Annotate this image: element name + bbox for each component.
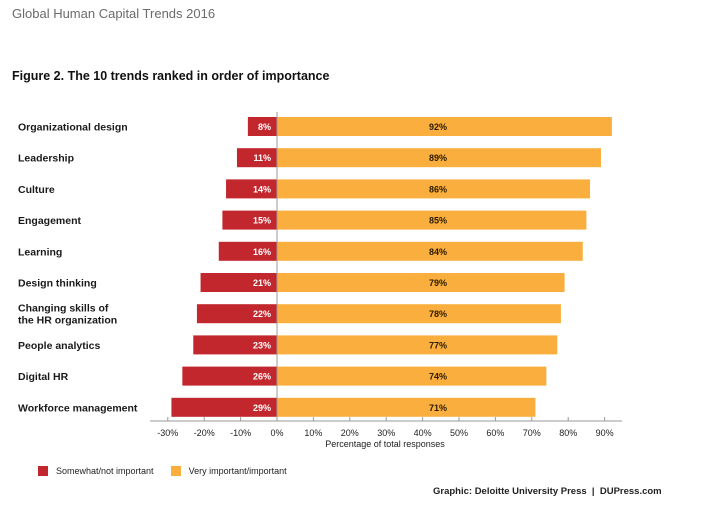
bar-value-label-positive: 79% xyxy=(429,278,447,288)
bar-value-label-positive: 77% xyxy=(429,340,447,350)
x-axis-title: Percentage of total responses xyxy=(325,439,445,449)
x-tick-label: 0% xyxy=(270,428,283,438)
bar-value-label-negative: 16% xyxy=(253,247,271,257)
bar-negative xyxy=(196,304,277,324)
category-label: Culture xyxy=(18,184,55,196)
bar-value-label-negative: 22% xyxy=(253,309,271,319)
x-tick-label: 80% xyxy=(559,428,577,438)
bar-value-label-negative: 11% xyxy=(253,153,271,163)
x-tick-label: -10% xyxy=(230,428,251,438)
legend-swatch-negative xyxy=(38,466,48,476)
graphic-credit: Graphic: Deloitte University Press | DUP… xyxy=(433,486,662,497)
report-header: Global Human Capital Trends 2016 xyxy=(12,6,216,21)
legend-item-negative: Somewhat/not important xyxy=(38,466,154,476)
category-label: Changing skills of the HR organization xyxy=(18,303,117,327)
x-tick-label: -20% xyxy=(194,428,215,438)
bar-value-label-negative: 8% xyxy=(258,122,271,132)
category-label: Learning xyxy=(18,246,62,258)
bar-value-label-negative: 29% xyxy=(253,403,271,413)
bar-negative xyxy=(200,273,277,292)
bar-value-label-negative: 23% xyxy=(253,340,271,350)
bar-positive xyxy=(277,241,583,261)
legend-swatch-positive xyxy=(170,466,181,476)
legend-item-positive: Very important/important xyxy=(170,466,287,476)
bar-negative xyxy=(171,397,277,417)
figure-title: Figure 2. The 10 trends ranked in order … xyxy=(12,69,330,83)
x-tick-label: 10% xyxy=(304,428,322,438)
x-tick-label: 60% xyxy=(486,428,504,438)
category-label: People analytics xyxy=(18,340,100,352)
bar-positive xyxy=(277,397,536,417)
legend-label-positive: Very important/important xyxy=(188,466,287,476)
bar-positive xyxy=(277,148,601,168)
category-label: Engagement xyxy=(18,215,82,227)
bar-value-label-positive: 92% xyxy=(429,122,447,132)
bar-positive xyxy=(277,117,612,136)
x-tick-label: 90% xyxy=(596,428,614,438)
category-label: Organizational design xyxy=(18,122,128,134)
bar-positive xyxy=(277,335,558,355)
x-tick-label: 70% xyxy=(523,428,541,438)
bar-value-label-positive: 85% xyxy=(429,216,447,226)
bar-value-label-positive: 89% xyxy=(429,153,447,163)
bar-value-label-positive: 86% xyxy=(429,184,447,194)
legend-label-negative: Somewhat/not important xyxy=(56,466,154,476)
bar-negative xyxy=(226,179,277,199)
bar-value-label-positive: 84% xyxy=(429,247,447,257)
bar-negative xyxy=(236,148,277,168)
x-tick-label: 20% xyxy=(341,428,359,438)
bar-positive xyxy=(277,179,591,199)
x-tick-label: 30% xyxy=(377,428,395,438)
bar-positive xyxy=(277,366,547,386)
bar-negative xyxy=(247,117,277,136)
bar-negative xyxy=(222,210,277,230)
x-tick-label: -30% xyxy=(157,428,178,438)
category-label: Design thinking xyxy=(18,278,97,290)
category-label: Workforce management xyxy=(18,402,138,414)
bar-value-label-positive: 74% xyxy=(429,372,447,382)
diverging-bar-chart: Organizational design 8% 92% Leadership 11% 8… xyxy=(18,112,622,449)
bar-value-label-positive: 71% xyxy=(429,403,447,413)
x-tick-label: 50% xyxy=(450,428,468,438)
bar-negative xyxy=(193,335,277,355)
bar-positive xyxy=(277,210,587,230)
category-label: Leadership xyxy=(18,153,74,165)
bar-positive xyxy=(277,273,565,292)
bar-value-label-negative: 15% xyxy=(253,216,271,226)
bar-value-label-positive: 78% xyxy=(429,309,447,319)
x-tick-label: 40% xyxy=(414,428,432,438)
bar-value-label-negative: 21% xyxy=(253,278,271,288)
category-label: Digital HR xyxy=(18,371,69,383)
legend: Somewhat/not important Very important/im… xyxy=(38,466,304,476)
bar-value-label-negative: 26% xyxy=(253,372,271,382)
bar-positive xyxy=(277,304,561,324)
bar-value-label-negative: 14% xyxy=(253,184,271,194)
bar-negative xyxy=(218,241,277,261)
bar-negative xyxy=(182,366,277,386)
